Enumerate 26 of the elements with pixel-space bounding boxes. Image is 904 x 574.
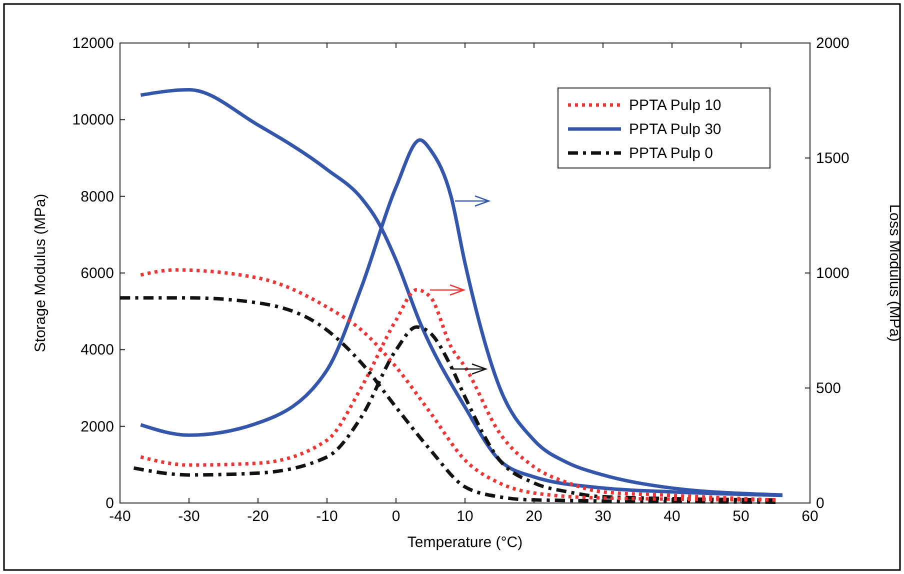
y-tick-label: 6000 (80, 265, 114, 282)
x-tick-label: 0 (392, 508, 400, 525)
y-tick-label: 4000 (80, 342, 114, 359)
x-tick-label: 10 (456, 508, 474, 525)
x-tick-label: 40 (664, 508, 680, 525)
x-axis-title: Temperature (°C) (407, 534, 523, 551)
y2-tick-label: 2000 (816, 35, 850, 52)
y-tick-label: 8000 (80, 188, 114, 206)
legend-label: PPTA Pulp 30 (629, 121, 722, 138)
x-tick-label: -30 (178, 508, 200, 525)
x-tick-label: -20 (247, 508, 269, 525)
x-tick-label: 50 (732, 508, 750, 525)
x-tick-label: 60 (802, 508, 818, 525)
y2-tick-label: 1000 (816, 265, 850, 282)
y-axis-title: Storage Modulus (MPa) (32, 194, 49, 352)
y-tick-label: 2000 (80, 418, 114, 436)
y2-tick-label: 0 (816, 495, 824, 512)
y2-tick-label: 1500 (816, 150, 850, 167)
legend-label: PPTA Pulp 10 (629, 97, 722, 114)
legend-label: PPTA Pulp 0 (629, 145, 713, 162)
y-tick-label: 10000 (72, 112, 114, 129)
x-tick-label: 20 (526, 508, 542, 525)
y2-tick-label: 500 (816, 380, 842, 397)
x-tick-label: 30 (594, 508, 612, 525)
y-tick-label: 12000 (72, 35, 114, 52)
x-tick-label: -10 (316, 508, 338, 525)
